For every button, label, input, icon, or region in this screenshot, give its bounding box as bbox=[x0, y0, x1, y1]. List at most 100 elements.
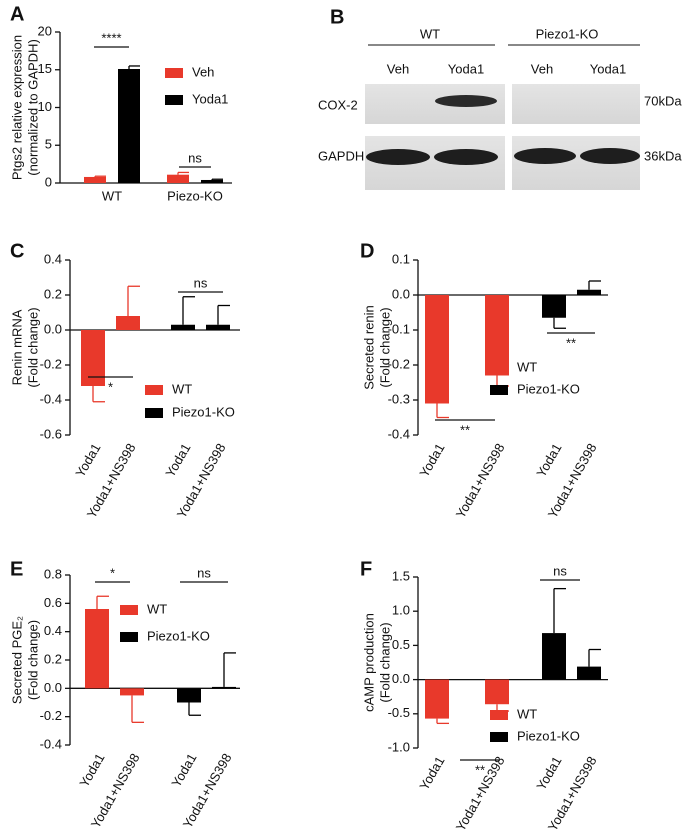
lane-label: Yoda1 bbox=[448, 61, 484, 76]
y-axis-label: cAMP production bbox=[361, 613, 376, 712]
bar bbox=[212, 686, 236, 689]
band bbox=[580, 148, 640, 164]
y-tick-label: -1.0 bbox=[388, 739, 410, 754]
legend-swatch bbox=[120, 632, 138, 642]
bar bbox=[542, 633, 566, 680]
legend-label: Piezo1-KO bbox=[517, 728, 580, 743]
y-axis-label: (Fold change) bbox=[25, 620, 40, 700]
bar bbox=[425, 679, 449, 719]
x-tick-label: Yoda1 bbox=[416, 441, 447, 480]
legend-swatch bbox=[490, 385, 508, 395]
y-tick-label: 0.0 bbox=[392, 286, 410, 301]
band bbox=[514, 148, 576, 164]
y-axis-label: (Fold change) bbox=[25, 307, 40, 387]
significance-label: ns bbox=[194, 275, 208, 290]
y-tick-label: 1.0 bbox=[392, 603, 410, 618]
x-tick-label: Yoda1 bbox=[533, 441, 564, 480]
significance-label: ns bbox=[197, 565, 211, 580]
panel-label: C bbox=[10, 240, 24, 262]
y-tick-label: 1.5 bbox=[392, 568, 410, 583]
legend-swatch bbox=[490, 710, 508, 720]
legend-swatch bbox=[490, 732, 508, 742]
legend-label: Piezo1-KO bbox=[172, 404, 235, 419]
legend-label: WT bbox=[517, 359, 537, 374]
y-tick-label: -0.6 bbox=[40, 426, 62, 441]
bar bbox=[485, 295, 509, 376]
bar bbox=[177, 688, 201, 703]
y-tick-label: 0.1 bbox=[392, 251, 410, 266]
x-tick-label: Piezo-KO bbox=[167, 188, 223, 203]
y-tick-label: 0.8 bbox=[44, 566, 62, 581]
legend-label: Veh bbox=[192, 64, 214, 79]
y-tick-label: -0.4 bbox=[40, 391, 62, 406]
y-axis-label: Ptgs2 relative expression bbox=[9, 35, 24, 180]
y-tick-label: 0.5 bbox=[392, 637, 410, 652]
legend-label: WT bbox=[517, 706, 537, 721]
bar bbox=[85, 609, 109, 689]
protein-label: COX-2 bbox=[318, 97, 358, 112]
y-tick-label: -0.5 bbox=[388, 705, 410, 720]
legend-swatch bbox=[165, 95, 183, 105]
y-axis-label: Secreted renin bbox=[361, 305, 376, 390]
size-label: 36kDa bbox=[644, 148, 682, 163]
y-tick-label: -0.4 bbox=[388, 426, 410, 441]
panel-label: A bbox=[10, 3, 24, 25]
y-axis-label: (Fold change) bbox=[377, 307, 392, 387]
y-tick-label: -0.2 bbox=[388, 356, 410, 371]
bar bbox=[485, 679, 509, 705]
y-tick-label: 0.0 bbox=[44, 680, 62, 695]
x-tick-label: Yoda1 bbox=[72, 441, 103, 480]
legend-label: WT bbox=[147, 601, 167, 616]
significance-label: ** bbox=[475, 762, 485, 777]
x-tick-label: Yoda1+NS398 bbox=[453, 441, 508, 521]
y-tick-label: 0.0 bbox=[44, 321, 62, 336]
legend-swatch bbox=[145, 408, 163, 418]
bar bbox=[118, 68, 140, 183]
y-tick-label: 0.4 bbox=[44, 251, 62, 266]
x-tick-label: Yoda1 bbox=[76, 751, 107, 790]
group-label: WT bbox=[420, 26, 440, 41]
bar bbox=[206, 324, 230, 330]
y-tick-label: 0.0 bbox=[392, 671, 410, 686]
y-axis-label: Renin mRNA bbox=[9, 309, 24, 385]
y-tick-label: -0.2 bbox=[40, 356, 62, 371]
bar bbox=[201, 179, 223, 183]
y-tick-label: 0.2 bbox=[44, 286, 62, 301]
legend-swatch bbox=[165, 68, 183, 78]
band bbox=[366, 149, 430, 165]
bar bbox=[120, 688, 144, 696]
x-tick-label: Yoda1 bbox=[533, 754, 564, 793]
bar bbox=[171, 324, 195, 330]
y-tick-label: -0.1 bbox=[388, 321, 410, 336]
legend-swatch bbox=[120, 605, 138, 615]
y-tick-label: -0.4 bbox=[40, 736, 62, 751]
y-axis-label: Secreted PGE₂ bbox=[9, 616, 24, 704]
group-label: Piezo1-KO bbox=[536, 26, 599, 41]
y-tick-label: 5 bbox=[45, 137, 52, 152]
bar bbox=[84, 176, 106, 183]
bar bbox=[425, 295, 449, 404]
legend-label: Yoda1 bbox=[192, 91, 228, 106]
x-tick-label: Yoda1 bbox=[168, 751, 199, 790]
significance-label: ** bbox=[460, 422, 470, 437]
bar bbox=[542, 295, 566, 318]
significance-label: **** bbox=[101, 30, 121, 45]
y-tick-label: -0.3 bbox=[388, 391, 410, 406]
bar bbox=[577, 666, 601, 680]
legend-label: WT bbox=[172, 381, 192, 396]
y-tick-label: 20 bbox=[38, 23, 52, 38]
lane-label: Yoda1 bbox=[590, 61, 626, 76]
band bbox=[435, 95, 497, 107]
protein-label: GAPDH bbox=[318, 148, 364, 163]
legend-label: Piezo1-KO bbox=[147, 628, 210, 643]
blot-strip bbox=[512, 84, 640, 124]
panel-label: D bbox=[360, 240, 374, 262]
legend-swatch bbox=[490, 363, 508, 373]
significance-label: ns bbox=[188, 150, 202, 165]
y-tick-label: 0 bbox=[45, 174, 52, 189]
significance-label: ** bbox=[566, 335, 576, 350]
panel-label: F bbox=[360, 558, 372, 580]
significance-label: * bbox=[110, 565, 115, 580]
y-axis-label: (Fold change) bbox=[377, 622, 392, 702]
